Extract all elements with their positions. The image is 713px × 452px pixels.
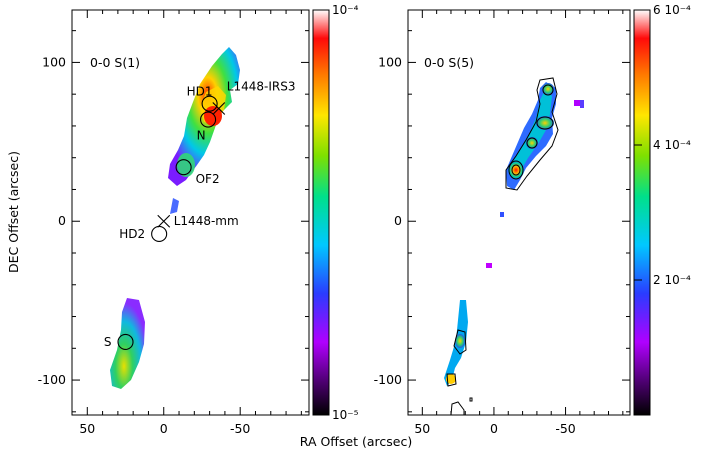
s1-x-tick-label: 50 [79, 421, 95, 436]
marker-s-circle [117, 333, 134, 350]
s5-x-tick-label: 0 [490, 421, 498, 436]
marker-of2-label: OF2 [196, 172, 220, 186]
marker-hd2-label: HD2 [119, 227, 145, 241]
s5-knot-2 [536, 116, 554, 130]
s5-pixel-b [580, 100, 584, 108]
s5-pixel-d [500, 212, 504, 217]
marker-l1448-mm-label: L1448-mm [174, 214, 239, 228]
s1-plot-frame [71, 9, 310, 416]
s5-x-tick-label: -50 [555, 421, 575, 436]
x-axis-label: RA Offset (arcsec) [300, 434, 412, 449]
panel-s5: 50 0 -50 100 0 -100 0-0 S(5) [374, 9, 631, 436]
s1-x-tick-label: -50 [230, 421, 250, 436]
marker-hd2-circle [151, 225, 168, 242]
panel-s1: 50 0 -50 100 0 -100 0-0 S(1) L1448-mm L1448-IR… [38, 9, 310, 436]
s1-emission-map [110, 47, 240, 389]
marker-l1448-irs3-label: L1448-IRS3 [227, 79, 296, 93]
s1-markers: L1448-mm L1448-IRS3 HD1 N OF2 HD2 S [104, 79, 296, 350]
marker-l1448-mm-cross [157, 214, 171, 228]
s1-colorbar-top-label: 10⁻⁴ [332, 3, 359, 17]
s5-south-knot-1 [455, 334, 465, 348]
marker-hd1-circle [201, 95, 218, 112]
s1-ticks: 50 0 -50 100 0 -100 [38, 10, 309, 436]
s5-emission-map [444, 77, 584, 415]
s1-y-tick-label: 100 [42, 54, 66, 69]
s1-x-tick-label: 0 [160, 421, 168, 436]
s1-colorbar-ramp [312, 9, 330, 416]
s5-pixel-c [486, 263, 492, 268]
s1-streamer [170, 198, 179, 214]
s5-plot-frame [407, 9, 631, 416]
s5-contours [446, 77, 559, 415]
s5-colorbar-tick-label: 4 10⁻⁴ [653, 138, 691, 152]
s1-y-tick-label: -100 [38, 372, 66, 387]
marker-l1448-irs3-cross [212, 102, 226, 115]
s5-colorbar: 6 10⁻⁴ 4 10⁻⁴ 2 10⁻⁴ [633, 3, 691, 416]
marker-of2-circle [175, 159, 192, 176]
marker-hd1-label: HD1 [187, 85, 213, 99]
marker-s-label: S [104, 335, 112, 349]
s1-colorbar: 10⁻⁴ 10⁻⁵ [312, 3, 359, 422]
s5-colorbar-tick-label: 6 10⁻⁴ [653, 3, 691, 17]
s5-ticks: 50 0 -50 100 0 -100 [374, 10, 630, 436]
s5-pixel-a [574, 100, 581, 106]
s1-y-tick-label: 0 [58, 213, 66, 228]
s5-knot-4 [508, 161, 524, 179]
y-axis-label: DEC Offset (arcsec) [6, 151, 21, 273]
s5-south-knot-2 [446, 374, 456, 384]
marker-n-circle [200, 111, 217, 128]
s5-colorbar-ticks: 6 10⁻⁴ 4 10⁻⁴ 2 10⁻⁴ [634, 3, 691, 287]
s5-x-tick-label: 50 [414, 421, 430, 436]
s5-panel-title: 0-0 S(5) [424, 55, 474, 70]
s5-north-chain-inner [510, 90, 552, 178]
s1-panel-title: 0-0 S(1) [90, 55, 140, 70]
s5-y-tick-label: 0 [394, 213, 402, 228]
s5-colorbar-ramp [633, 9, 651, 416]
s5-colorbar-tick-label: 2 10⁻⁴ [653, 273, 691, 287]
s1-south-lobe [110, 298, 145, 389]
s5-y-tick-label: 100 [378, 54, 402, 69]
s1-colorbar-bottom-label: 10⁻⁵ [332, 408, 359, 422]
s5-knot-3 [526, 137, 538, 149]
s5-y-tick-label: -100 [374, 372, 402, 387]
marker-n-label: N [197, 129, 206, 143]
